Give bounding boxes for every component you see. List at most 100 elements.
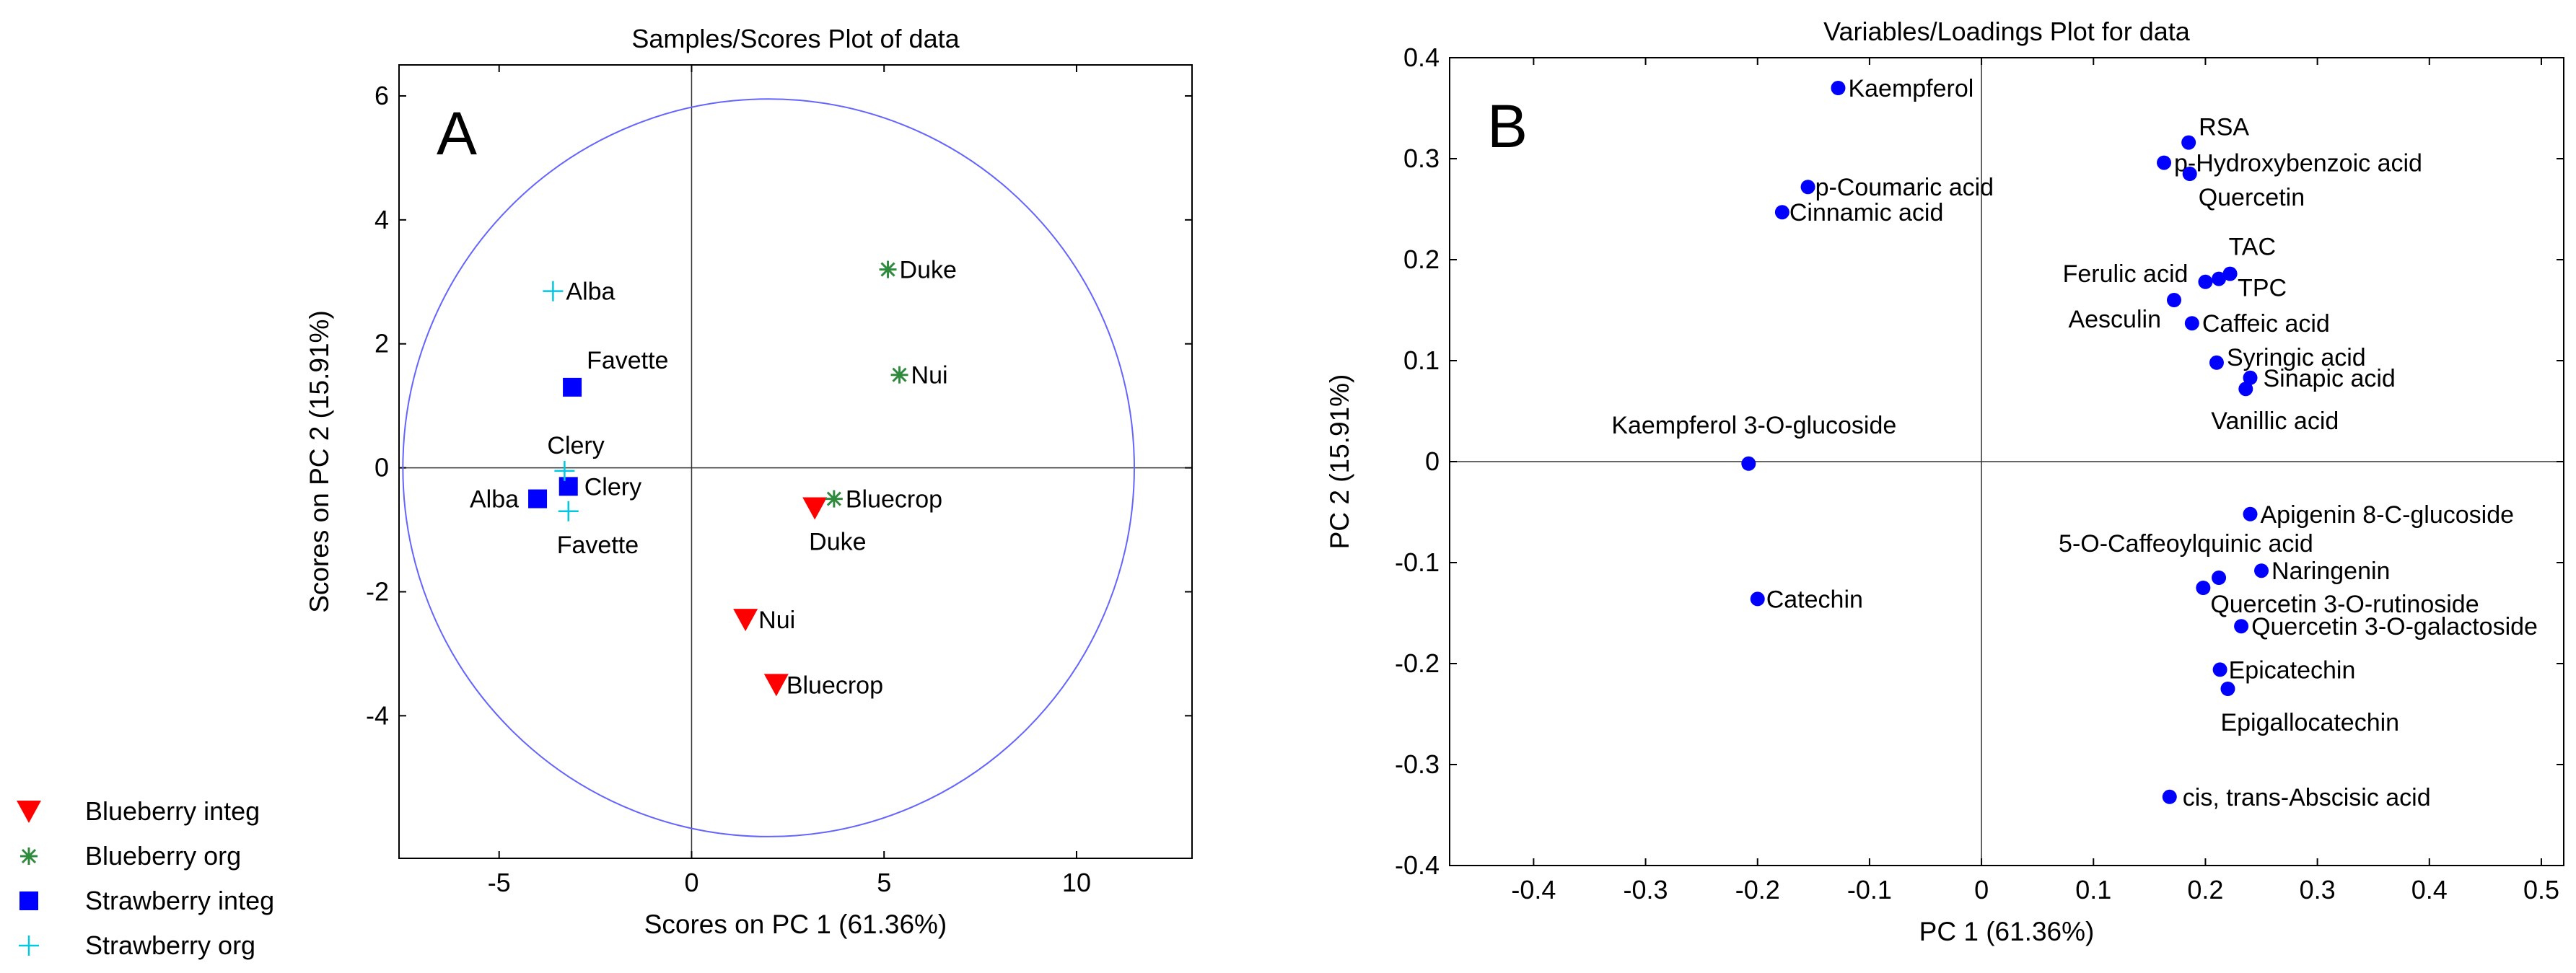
point-label: Favette bbox=[557, 532, 639, 559]
data-point bbox=[2222, 266, 2238, 281]
x-tick-label: 0.5 bbox=[2523, 875, 2559, 904]
chart-title: Variables/Loadings Plot for data bbox=[1823, 17, 2191, 46]
data-point-star-stroke bbox=[826, 491, 841, 506]
point-label: Favette bbox=[587, 347, 668, 374]
y-tick-label: -0.1 bbox=[1395, 547, 1440, 577]
x-axis-label: Scores on PC 1 (61.36%) bbox=[644, 910, 947, 939]
legend-marker-star-stroke bbox=[21, 848, 37, 864]
data-point-triangle bbox=[733, 609, 758, 632]
point-label: TAC bbox=[2229, 234, 2276, 261]
data-point bbox=[1750, 591, 1765, 607]
x-tick-label: 5 bbox=[877, 868, 891, 897]
x-tick-label: 10 bbox=[1062, 868, 1091, 897]
data-point bbox=[1741, 456, 1756, 471]
point-label: Epigallocatechin bbox=[2220, 709, 2399, 736]
legend-entry: Blueberry org bbox=[85, 841, 241, 871]
point-label: 5-O-Caffeoylquinic acid bbox=[2059, 530, 2313, 558]
x-tick-label: -0.1 bbox=[1847, 875, 1892, 904]
data-point bbox=[2238, 382, 2253, 397]
data-point-triangle bbox=[802, 497, 828, 520]
legend-entry: Strawberry org bbox=[85, 930, 255, 960]
point-label: cis, trans-Abscisic acid bbox=[2183, 784, 2431, 811]
x-tick-label: -0.2 bbox=[1735, 875, 1780, 904]
data-point bbox=[2212, 571, 2227, 585]
x-tick-label: 0.2 bbox=[2187, 875, 2223, 904]
y-tick-label: 6 bbox=[374, 81, 389, 110]
legend-marker-square bbox=[19, 891, 38, 910]
y-tick-label: -0.3 bbox=[1395, 749, 1440, 779]
chart-title: Samples/Scores Plot of data bbox=[631, 24, 960, 53]
data-point-plus bbox=[558, 501, 579, 521]
data-point bbox=[2181, 135, 2196, 150]
x-axis-label: PC 1 (61.36%) bbox=[1919, 917, 2095, 946]
data-point-plus bbox=[543, 281, 564, 301]
data-point bbox=[2209, 355, 2224, 370]
data-point-square bbox=[563, 377, 582, 397]
legend-marker-triangle bbox=[17, 801, 41, 823]
data-point bbox=[1831, 81, 1846, 95]
point-label: Sinapic acid bbox=[2264, 365, 2396, 392]
data-point-square bbox=[558, 477, 578, 496]
point-label: Clery bbox=[547, 432, 604, 459]
panel-label: B bbox=[1487, 92, 1528, 160]
y-tick-label: 2 bbox=[374, 329, 389, 358]
y-tick-label: 4 bbox=[374, 205, 389, 234]
y-axis-label: PC 2 (15.91%) bbox=[1325, 374, 1354, 550]
legend-marker-star bbox=[20, 847, 38, 865]
point-label: Aesculin bbox=[2068, 306, 2161, 333]
y-tick-label: 0 bbox=[1425, 446, 1440, 476]
point-label: Quercetin 3-O-rutinoside bbox=[2210, 591, 2479, 618]
point-label: Syringic acid bbox=[2227, 344, 2366, 371]
plot-frame bbox=[398, 64, 1193, 859]
data-point bbox=[2184, 316, 2199, 331]
data-point-star bbox=[825, 490, 843, 508]
point-label: Clery bbox=[584, 473, 641, 501]
y-tick-label: 0.4 bbox=[1403, 43, 1440, 72]
point-label: p-Coumaric acid bbox=[1815, 174, 1994, 201]
data-point-star bbox=[890, 366, 908, 384]
data-point bbox=[2234, 619, 2249, 634]
point-label: Catechin bbox=[1766, 586, 1863, 613]
legend: Blueberry integ Blueberry org Strawberry i… bbox=[17, 796, 274, 960]
data-point bbox=[1774, 205, 1789, 220]
point-label: Cinnamic acid bbox=[1789, 199, 1944, 226]
point-label: Vanillic acid bbox=[2211, 408, 2339, 435]
y-tick-label: -4 bbox=[366, 700, 389, 730]
data-point bbox=[2157, 155, 2172, 170]
legend-marker-plus bbox=[19, 935, 39, 956]
point-label: Apigenin 8-C-glucoside bbox=[2261, 501, 2515, 529]
data-point bbox=[2162, 789, 2177, 804]
point-label: Bluecrop bbox=[846, 486, 942, 514]
x-tick-label: -0.3 bbox=[1624, 875, 1668, 904]
point-label: Naringenin bbox=[2271, 558, 2390, 585]
legend-entry: Blueberry integ bbox=[85, 796, 260, 826]
y-tick-label: -2 bbox=[366, 576, 389, 606]
panel-a-scores-plot: -5 0 5 10 -4 -2 0 2 4 6 Samples/Scores Plot of dat… bbox=[17, 24, 1193, 960]
y-tick-label: 0.3 bbox=[1403, 144, 1440, 173]
point-label: Nui bbox=[911, 362, 948, 389]
point-label: Kaempferol 3-O-glucoside bbox=[1611, 412, 1896, 439]
x-tick-label: 0 bbox=[1974, 875, 1989, 904]
data-point bbox=[2166, 293, 2181, 307]
point-label: TPC bbox=[2238, 275, 2287, 302]
point-label: Duke bbox=[809, 528, 866, 555]
legend-entry: Strawberry integ bbox=[85, 886, 274, 915]
point-label: Alba bbox=[566, 278, 615, 306]
point-label: Quercetin 3-O-galactoside bbox=[2251, 613, 2538, 640]
data-point bbox=[2212, 662, 2227, 677]
point-label: Duke bbox=[900, 257, 957, 284]
y-tick-label: 0.1 bbox=[1403, 345, 1440, 375]
point-label: Quercetin bbox=[2199, 184, 2305, 211]
point-label: Alba bbox=[470, 486, 519, 514]
data-point-plus bbox=[554, 460, 575, 481]
data-point-triangle bbox=[763, 674, 789, 697]
point-label: Nui bbox=[758, 607, 795, 634]
confidence-ellipse bbox=[402, 98, 1135, 837]
y-axis-label: Scores on PC 2 (15.91%) bbox=[305, 310, 334, 613]
data-point-square bbox=[528, 489, 548, 508]
y-tick-label: 0 bbox=[374, 453, 389, 483]
point-label: Ferulic acid bbox=[2063, 260, 2189, 288]
x-tick-label: 0.4 bbox=[2411, 875, 2448, 904]
data-point bbox=[2212, 271, 2227, 286]
point-label: Caffeic acid bbox=[2202, 310, 2330, 338]
